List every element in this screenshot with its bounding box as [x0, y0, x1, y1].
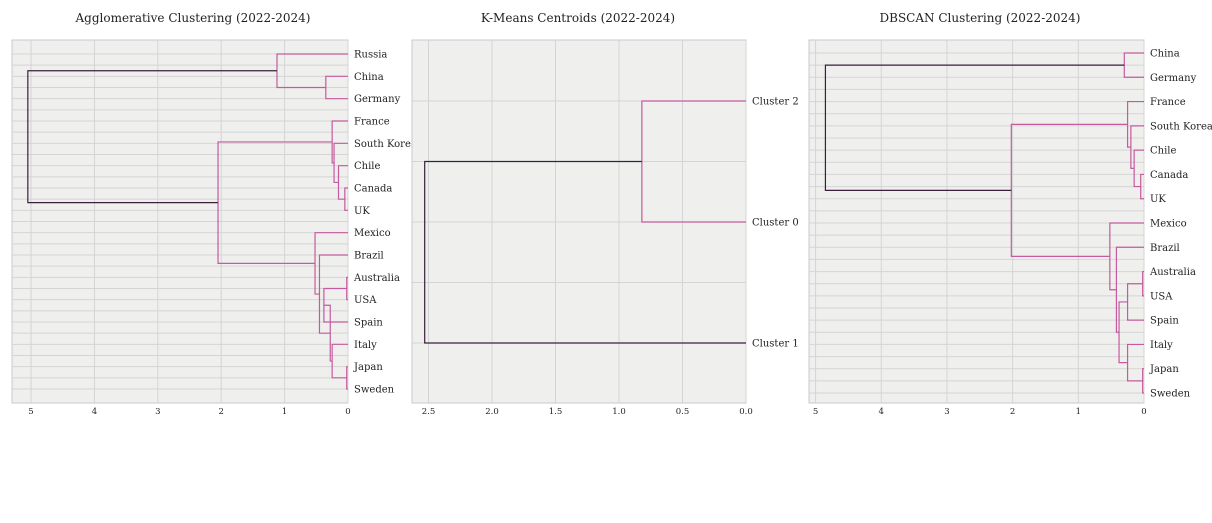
- leaf-label: Japan: [353, 362, 383, 373]
- dendrogram-link: [337, 165, 348, 200]
- dendrogram-link: [1126, 343, 1144, 382]
- dendrogram-link: [824, 64, 1125, 191]
- leaf-label: China: [354, 72, 384, 83]
- x-tick-label: 5: [28, 407, 33, 417]
- panel-agglomerative: Agglomerative Clustering (2022-2024) Rus…: [11, 11, 417, 417]
- dendrogram-link: [1140, 173, 1144, 200]
- leaf-label: Chile: [1150, 146, 1176, 157]
- x-tick-label: 2.0: [485, 407, 499, 417]
- dendrogram-link: [331, 120, 348, 164]
- dendrogram-link: [333, 142, 348, 184]
- leaf-label: Germany: [354, 94, 401, 105]
- x-tick-label: 3: [944, 407, 949, 417]
- x-tick-label: 0: [345, 407, 350, 417]
- x-tick-label: 2: [1010, 407, 1015, 417]
- leaf-label: Cluster 1: [752, 339, 799, 350]
- plot-area: [808, 39, 1145, 404]
- leaf-label: South Korea: [354, 139, 417, 150]
- x-tick-label: 4: [879, 407, 884, 417]
- x-tick-label: 0: [1141, 407, 1146, 417]
- dendrogram-link: [323, 287, 348, 323]
- dendrogram-link: [424, 160, 746, 344]
- leaf-label: Brazil: [354, 251, 384, 262]
- leaf-label: Mexico: [1150, 219, 1187, 230]
- leaf-label: France: [354, 117, 390, 128]
- leaf-label: France: [1150, 97, 1186, 108]
- panel-kmeans: K-Means Centroids (2022-2024) Cluster 2 C…: [411, 11, 799, 417]
- dendrogram-link: [331, 343, 348, 379]
- x-tick-label: 2.5: [422, 407, 436, 417]
- leaf-label: Chile: [354, 161, 380, 172]
- panel-title: Agglomerative Clustering (2022-2024): [75, 11, 311, 25]
- dendrogram-link: [217, 141, 333, 264]
- x-tick-label: 4: [92, 407, 97, 417]
- leaf-label: Italy: [354, 340, 377, 351]
- leaf-label: Sweden: [1150, 389, 1191, 400]
- leaf-label: Canada: [354, 184, 392, 195]
- dendrogram-link: [1126, 283, 1144, 321]
- leaf-label: USA: [354, 295, 377, 306]
- leaf-label: Russia: [354, 50, 387, 61]
- dendrogram-link: [314, 232, 348, 295]
- x-tick-label: 1.5: [549, 407, 563, 417]
- panel-title: DBSCAN Clustering (2022-2024): [880, 11, 1081, 25]
- dendrogram-link: [318, 254, 348, 334]
- x-tick-label: 5: [813, 407, 818, 417]
- leaf-label: UK: [354, 206, 370, 217]
- leaf-label: Sweden: [354, 385, 395, 396]
- dendrogram-link: [1126, 100, 1144, 148]
- dendrogram-link: [1118, 301, 1128, 364]
- x-tick-label: 0.5: [676, 407, 690, 417]
- x-tick-label: 3: [155, 407, 160, 417]
- dendrogram-link: [27, 70, 277, 204]
- panel-dbscan: DBSCAN Clustering (2022-2024) China Germa…: [808, 11, 1212, 417]
- leaf-label: Spain: [1150, 316, 1179, 327]
- leaf-label: China: [1150, 49, 1180, 60]
- leaf-label: Australia: [353, 273, 400, 284]
- leaf-label: Italy: [1150, 340, 1173, 351]
- dendrogram-link: [1142, 368, 1144, 394]
- leaf-label: South Korea: [1150, 121, 1212, 132]
- x-tick-label: 0.0: [739, 407, 753, 417]
- leaf-label: USA: [1150, 291, 1173, 302]
- leaf-label: Canada: [1150, 170, 1188, 181]
- dendrogram-link: [1133, 149, 1144, 188]
- x-tick-label: 1: [282, 407, 287, 417]
- dendrogram-link: [1142, 270, 1144, 297]
- x-tick-label: 2: [218, 407, 223, 417]
- x-tick-label: 1.0: [612, 407, 626, 417]
- leaf-label: Japan: [1149, 364, 1179, 375]
- leaf-label: Cluster 0: [752, 218, 799, 229]
- leaf-label: Germany: [1150, 73, 1197, 84]
- leaf-label: Australia: [1149, 267, 1196, 278]
- leaf-label: Brazil: [1150, 243, 1180, 254]
- leaf-label: Cluster 2: [752, 97, 799, 108]
- panel-title: K-Means Centroids (2022-2024): [481, 11, 675, 25]
- x-tick-label: 1: [1076, 407, 1081, 417]
- leaf-label: Spain: [354, 318, 383, 329]
- leaf-label: UK: [1150, 194, 1166, 205]
- leaf-label: Mexico: [354, 228, 391, 239]
